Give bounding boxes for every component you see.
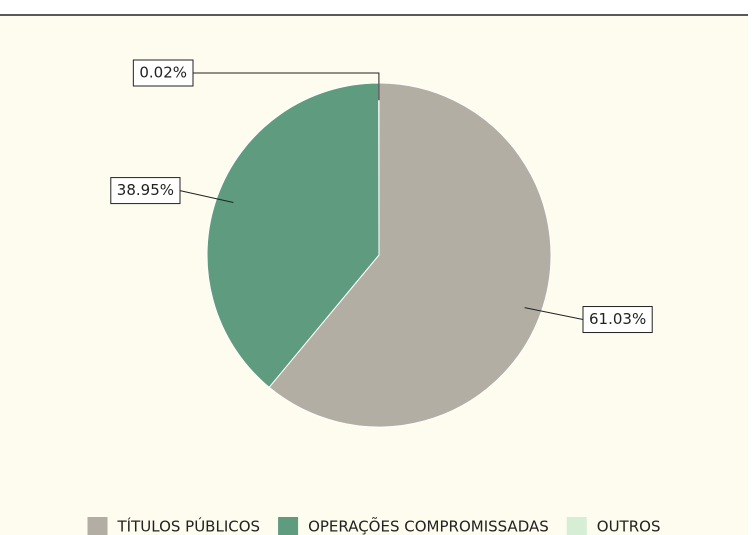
leader-line (193, 72, 380, 101)
data-label: 0.02% (139, 64, 187, 82)
pie-slice (206, 82, 380, 389)
pie-slice (268, 82, 552, 428)
data-label-box (582, 306, 653, 334)
data-label: 61.03% (589, 310, 646, 328)
leader-line (179, 190, 234, 204)
legend-label: TÍTULOS PÚBLICOS (117, 517, 261, 535)
legend-swatch (566, 517, 587, 535)
data-label-box (110, 177, 181, 205)
data-label-box (132, 59, 194, 87)
leader-line (524, 307, 584, 321)
legend-swatch (87, 517, 108, 535)
data-label: 38.95% (117, 181, 174, 199)
legend-swatch (278, 517, 299, 535)
legend-label: OPERAÇÕES COMPROMISSADAS (308, 517, 549, 535)
legend-label: OUTROS (597, 518, 661, 535)
